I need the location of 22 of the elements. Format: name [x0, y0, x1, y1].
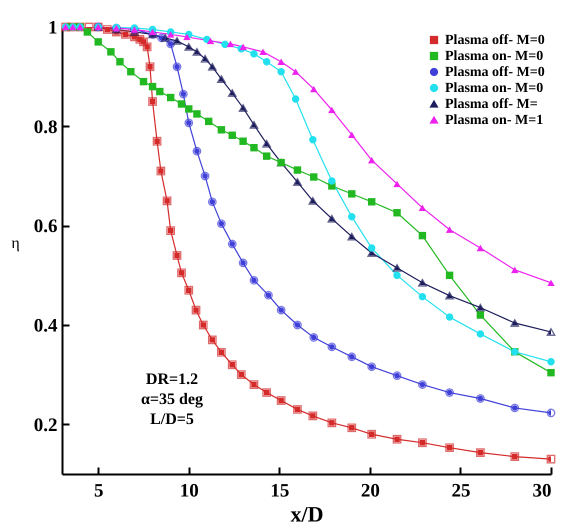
y-axis-title: η — [11, 235, 20, 252]
legend-label: Plasma off- M= — [445, 97, 538, 112]
annotation: L/D=5 — [150, 411, 194, 428]
x-tick-label: 5 — [94, 480, 104, 502]
x-tick-label: 30 — [532, 480, 552, 502]
annotation: DR=1.2 — [146, 371, 198, 388]
x-tick-label: 10 — [180, 480, 199, 502]
x-axis-title: x/D — [290, 502, 324, 526]
annotation: α=35 deg — [140, 391, 204, 408]
y-tick-label: 0.2 — [34, 414, 58, 436]
y-tick-label: 0.8 — [34, 116, 58, 138]
legend-label: Plasma on- M=0 — [445, 49, 544, 64]
x-tick-label: 20 — [360, 480, 380, 502]
y-tick-label: 0.4 — [34, 316, 58, 336]
legend-label: Plasma off- M=0 — [445, 33, 545, 48]
x-tick-label: 25 — [451, 480, 470, 502]
y-tick-label: 0.6 — [34, 216, 58, 238]
x-tick-label: 15 — [270, 480, 290, 502]
legend-label: Plasma on- M=0 — [445, 81, 544, 96]
legend-label: Plasma on- M=1 — [445, 113, 544, 128]
legend-label: Plasma off- M=0 — [445, 65, 545, 80]
y-tick-label: 1 — [48, 18, 58, 38]
